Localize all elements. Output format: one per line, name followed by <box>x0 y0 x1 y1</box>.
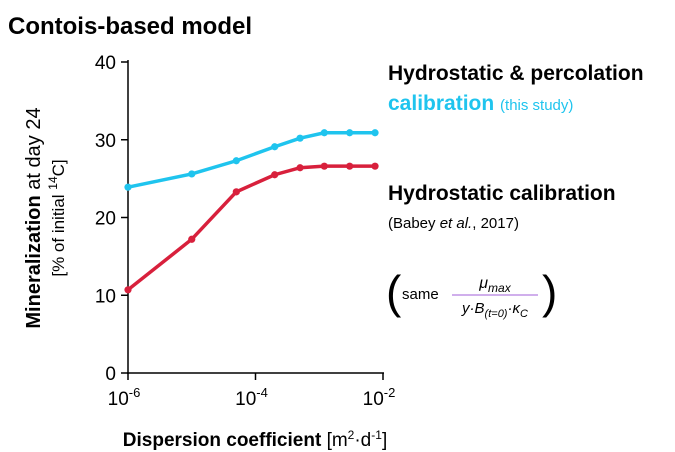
annotation: ( ) same μmax y·B(t=0)·κC <box>386 266 557 320</box>
x-unit-part: [m <box>327 430 348 451</box>
data-point <box>271 171 279 179</box>
x-unit-part: ] <box>382 430 387 451</box>
x-tick-label: 10-2 <box>363 385 396 410</box>
y-label: Mineralization at day 24 <box>23 107 45 328</box>
y-unit-part: [% of initial <box>49 190 68 277</box>
data-point <box>232 188 240 196</box>
legend-label: Hydrostatic calibration <box>388 182 616 205</box>
x-tick-exp: -6 <box>129 385 141 400</box>
y-axis-title: Mineralization at day 24 [% of initial 1… <box>23 107 68 328</box>
legend-label: calibration (this study) <box>388 92 573 115</box>
sym: y·B <box>461 300 485 317</box>
data-point <box>188 235 196 243</box>
annotation-prefix: same <box>402 286 439 303</box>
x-tick-base: 10 <box>363 389 384 410</box>
data-point <box>296 134 304 142</box>
x-tick-exp: -4 <box>256 385 268 400</box>
series-line <box>126 164 376 292</box>
sub: (t=0) <box>485 308 508 320</box>
y-tick-label: 20 <box>95 209 116 230</box>
data-point <box>346 162 354 170</box>
note-part: , 2017) <box>472 215 519 232</box>
x-unit-sup: 2 <box>348 428 355 442</box>
data-point <box>371 129 379 137</box>
sub: C <box>520 308 528 320</box>
x-tick-label: 10-6 <box>108 385 141 410</box>
data-point <box>296 164 304 172</box>
legend-note: (this study) <box>500 97 573 114</box>
sym: ·κ <box>507 300 521 317</box>
y-unit: [% of initial 14C] <box>46 159 68 276</box>
x-axis-title: Dispersion coefficient [m2·d-1] <box>123 428 387 451</box>
sub: max <box>488 281 512 295</box>
x-unit-sup: -1 <box>371 428 382 442</box>
x-unit-part: ·d <box>354 430 371 451</box>
y-label-rest: at day 24 <box>23 107 45 189</box>
y-tick-label: 30 <box>95 131 116 152</box>
data-point <box>124 286 132 294</box>
data-point <box>371 162 379 170</box>
x-tick-exp: -2 <box>384 385 396 400</box>
y-label-main: Mineralization <box>23 195 45 328</box>
data-point <box>232 157 240 165</box>
paren: ) <box>542 266 557 318</box>
x-tick-base: 10 <box>108 389 129 410</box>
data-point <box>188 170 196 178</box>
legend-note: (Babey et al., 2017) <box>388 215 519 232</box>
x-tick-base: 10 <box>235 389 256 410</box>
annotation-denominator: y·B(t=0)·κC <box>461 300 528 320</box>
y-tick-label: 10 <box>95 286 116 307</box>
sym: μ <box>478 275 488 292</box>
x-label: Dispersion coefficient <box>123 430 322 451</box>
data-point <box>124 183 132 191</box>
data-point <box>320 162 328 170</box>
data-point <box>320 129 328 137</box>
legend-label: Hydrostatic & percolation <box>388 62 644 85</box>
note-part: (Babey <box>388 215 440 232</box>
y-tick-label: 40 <box>95 53 116 74</box>
data-point <box>346 129 354 137</box>
data-point <box>271 143 279 151</box>
y-tick-label: 0 <box>105 364 116 385</box>
legend-label-line: calibration <box>388 92 494 115</box>
chart-title: Contois-based model <box>8 13 252 40</box>
note-part: et al. <box>440 215 473 232</box>
annotation-numerator: μmax <box>478 275 511 295</box>
series-line <box>127 131 376 189</box>
y-unit-sup: 14 <box>46 176 60 190</box>
paren: ( <box>386 266 402 318</box>
y-unit-part: C] <box>49 159 68 176</box>
x-tick-label: 10-4 <box>235 385 268 410</box>
